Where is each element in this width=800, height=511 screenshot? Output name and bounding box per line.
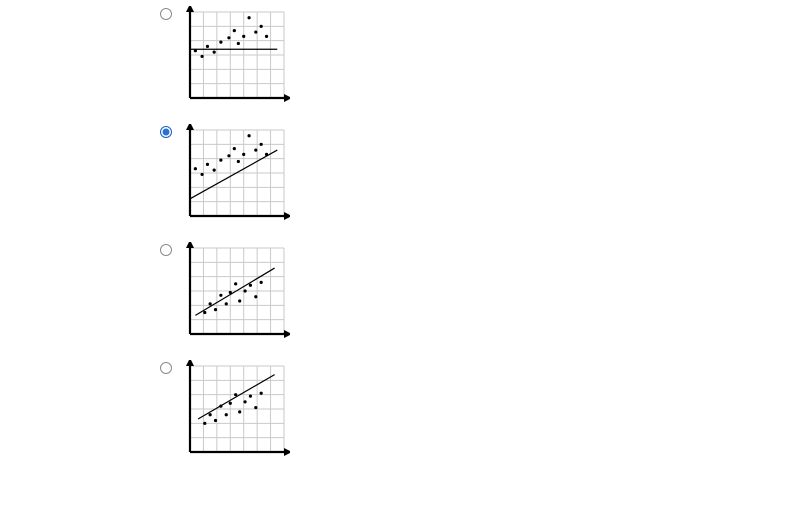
scatter-chart (180, 360, 290, 460)
option-row (160, 6, 800, 106)
scatter-chart (180, 6, 290, 106)
option-row (160, 360, 800, 460)
scatter-chart (180, 242, 290, 342)
scatter-chart (180, 124, 290, 224)
radio-button[interactable] (160, 8, 172, 20)
radio-button[interactable] (160, 244, 172, 256)
option-list (0, 0, 800, 460)
option-row (160, 124, 800, 224)
radio-button[interactable] (160, 362, 172, 374)
option-row (160, 242, 800, 342)
radio-button[interactable] (160, 126, 172, 138)
